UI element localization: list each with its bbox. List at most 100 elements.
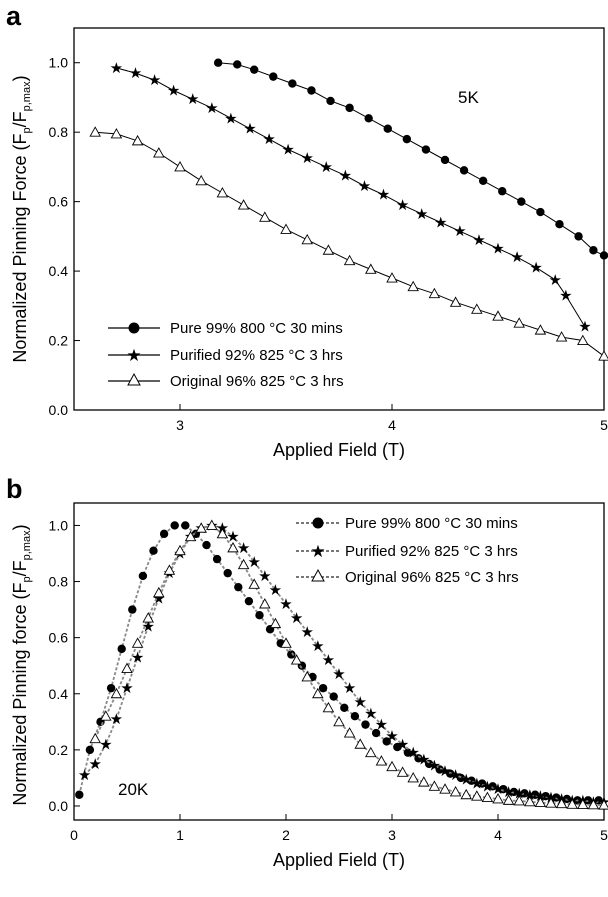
data-point-series-2: ★ bbox=[428, 757, 441, 774]
data-point-series-1 bbox=[371, 728, 381, 738]
y-axis-title: Normalized Pinning Force (Fp/Fp,max) bbox=[10, 75, 33, 362]
data-point-series-1 bbox=[382, 737, 391, 746]
data-point-series-2: ★ bbox=[377, 187, 390, 204]
data-point-series-3 bbox=[471, 303, 483, 314]
data-point-series-1 bbox=[181, 521, 190, 530]
y-axis-title-sub: p bbox=[21, 127, 33, 133]
data-point-series-3 bbox=[163, 564, 176, 575]
data-point-series-3 bbox=[131, 637, 144, 648]
y-tick-label: 0.8 bbox=[49, 124, 69, 140]
data-point-series-2: ★ bbox=[110, 711, 123, 728]
data-point-series-1 bbox=[498, 187, 507, 196]
data-point-series-1 bbox=[599, 251, 608, 260]
y-tick-label: 0.6 bbox=[49, 630, 69, 646]
data-point-series-1 bbox=[149, 546, 158, 555]
data-point-series-1 bbox=[589, 246, 598, 255]
data-point-series-3 bbox=[598, 799, 608, 810]
series-line-2 bbox=[116, 67, 586, 327]
x-tick-label: 2 bbox=[282, 827, 290, 843]
data-point-series-3 bbox=[439, 783, 451, 794]
data-point-series-1 bbox=[499, 784, 508, 794]
legend-label-purified: Purified 92% 825 °C 3 hrs bbox=[345, 543, 518, 560]
data-point-series-3 bbox=[577, 798, 589, 810]
data-point-series-2: ★ bbox=[258, 568, 271, 585]
data-point-series-2: ★ bbox=[224, 110, 237, 127]
y-axis-title-mid: /F bbox=[10, 111, 30, 127]
data-point-series-2: ★ bbox=[281, 142, 294, 159]
data-point-series-3 bbox=[428, 780, 441, 791]
legend-label-pure: Pure 99% 800 °C 30 mins bbox=[345, 515, 518, 532]
data-point-series-2: ★ bbox=[481, 778, 494, 795]
x-axis-title: Applied Field (T) bbox=[273, 440, 405, 460]
data-point-series-1 bbox=[202, 540, 211, 550]
data-point-series-1 bbox=[459, 166, 469, 175]
data-point-series-2: ★ bbox=[226, 529, 239, 546]
data-point-series-1 bbox=[326, 96, 335, 106]
data-point-series-2: ★ bbox=[343, 680, 356, 697]
x-tick-label: 5 bbox=[600, 417, 608, 433]
data-point-series-3 bbox=[481, 791, 494, 803]
data-point-series-3 bbox=[534, 796, 547, 808]
data-point-series-1 bbox=[421, 145, 431, 154]
data-point-series-3 bbox=[375, 755, 388, 766]
data-point-series-2: ★ bbox=[491, 781, 504, 798]
data-point-series-3 bbox=[301, 233, 313, 245]
data-point-series-2: ★ bbox=[385, 728, 398, 745]
data-marks: ★ ★ ★★★★★★★★★★★★★★★★★★★★★★★★ bbox=[89, 58, 608, 361]
data-point-series-3 bbox=[555, 797, 568, 809]
data-point-series-2: ★ bbox=[148, 72, 161, 89]
series-line-1 bbox=[218, 62, 605, 256]
data-point-series-2: ★ bbox=[472, 232, 485, 249]
x-tick-label: 3 bbox=[176, 417, 184, 433]
x-tick-label: 3 bbox=[388, 827, 396, 843]
y-axis-title-main: Normalized Pinning Force (F bbox=[10, 134, 30, 363]
data-point-series-3 bbox=[460, 788, 472, 800]
legend: Pure 99% 800 °C 30 mins ★ Purified 92% 8… bbox=[296, 515, 519, 586]
data-point-series-3 bbox=[534, 324, 547, 335]
data-point-series-3 bbox=[449, 786, 462, 797]
data-point-series-3 bbox=[587, 798, 600, 810]
data-point-series-3 bbox=[365, 263, 377, 274]
y-axis-title: Normalized Pinning force (Fp/Fp,max) bbox=[10, 524, 33, 805]
legend-marker-purified: ★ bbox=[310, 542, 325, 561]
data-point-series-3 bbox=[290, 654, 303, 665]
data-point-series-3 bbox=[555, 331, 568, 342]
data-point-series-1 bbox=[318, 683, 328, 693]
data-point-series-2: ★ bbox=[549, 272, 562, 289]
data-point-series-1 bbox=[541, 791, 550, 801]
data-point-series-3 bbox=[386, 272, 398, 283]
data-point-series-2: ★ bbox=[129, 65, 142, 82]
data-point-series-1 bbox=[520, 789, 529, 798]
axis-ticks: 3 4 5 0.0 0.2 0.4 0.6 0.8 1.0 bbox=[49, 55, 608, 433]
data-point-series-2: ★ bbox=[502, 784, 515, 801]
data-point-series-3 bbox=[216, 527, 229, 539]
data-point-series-2: ★ bbox=[167, 83, 180, 100]
data-point-series-3 bbox=[237, 199, 250, 210]
legend-marker-purified: ★ bbox=[126, 346, 141, 365]
data-point-series-1 bbox=[138, 571, 148, 581]
data-point-series-2: ★ bbox=[300, 150, 313, 167]
data-point-series-2: ★ bbox=[396, 736, 409, 753]
data-point-series-1 bbox=[250, 65, 259, 74]
data-point-series-3 bbox=[153, 586, 165, 598]
data-point-series-3 bbox=[100, 710, 112, 721]
data-point-series-3 bbox=[471, 790, 483, 801]
data-point-series-3 bbox=[513, 317, 525, 328]
data-point-series-1 bbox=[488, 782, 497, 791]
data-point-series-3 bbox=[492, 310, 504, 321]
data-point-series-2: ★ bbox=[290, 610, 303, 627]
data-point-series-2: ★ bbox=[311, 638, 324, 655]
data-point-series-1 bbox=[223, 568, 232, 578]
panel-label: b bbox=[6, 474, 23, 504]
data-point-series-2: ★ bbox=[88, 756, 101, 773]
data-point-series-3 bbox=[216, 187, 229, 198]
y-tick-label: 0.4 bbox=[49, 686, 69, 702]
y-axis-title-mid: /F bbox=[10, 560, 30, 576]
data-point-series-3 bbox=[269, 617, 282, 629]
data-point-series-1 bbox=[287, 650, 296, 659]
data-point-series-2: ★ bbox=[491, 241, 504, 258]
data-point-series-1 bbox=[213, 58, 223, 67]
data-marks: ★★★★★★★★★★★★★★★★★★★★★★★★★★★★★★★★★★★★★★★★… bbox=[75, 517, 608, 811]
legend-label-original: Original 96% 825 °C 3 hrs bbox=[345, 569, 519, 586]
y-tick-label: 0.8 bbox=[49, 574, 69, 590]
